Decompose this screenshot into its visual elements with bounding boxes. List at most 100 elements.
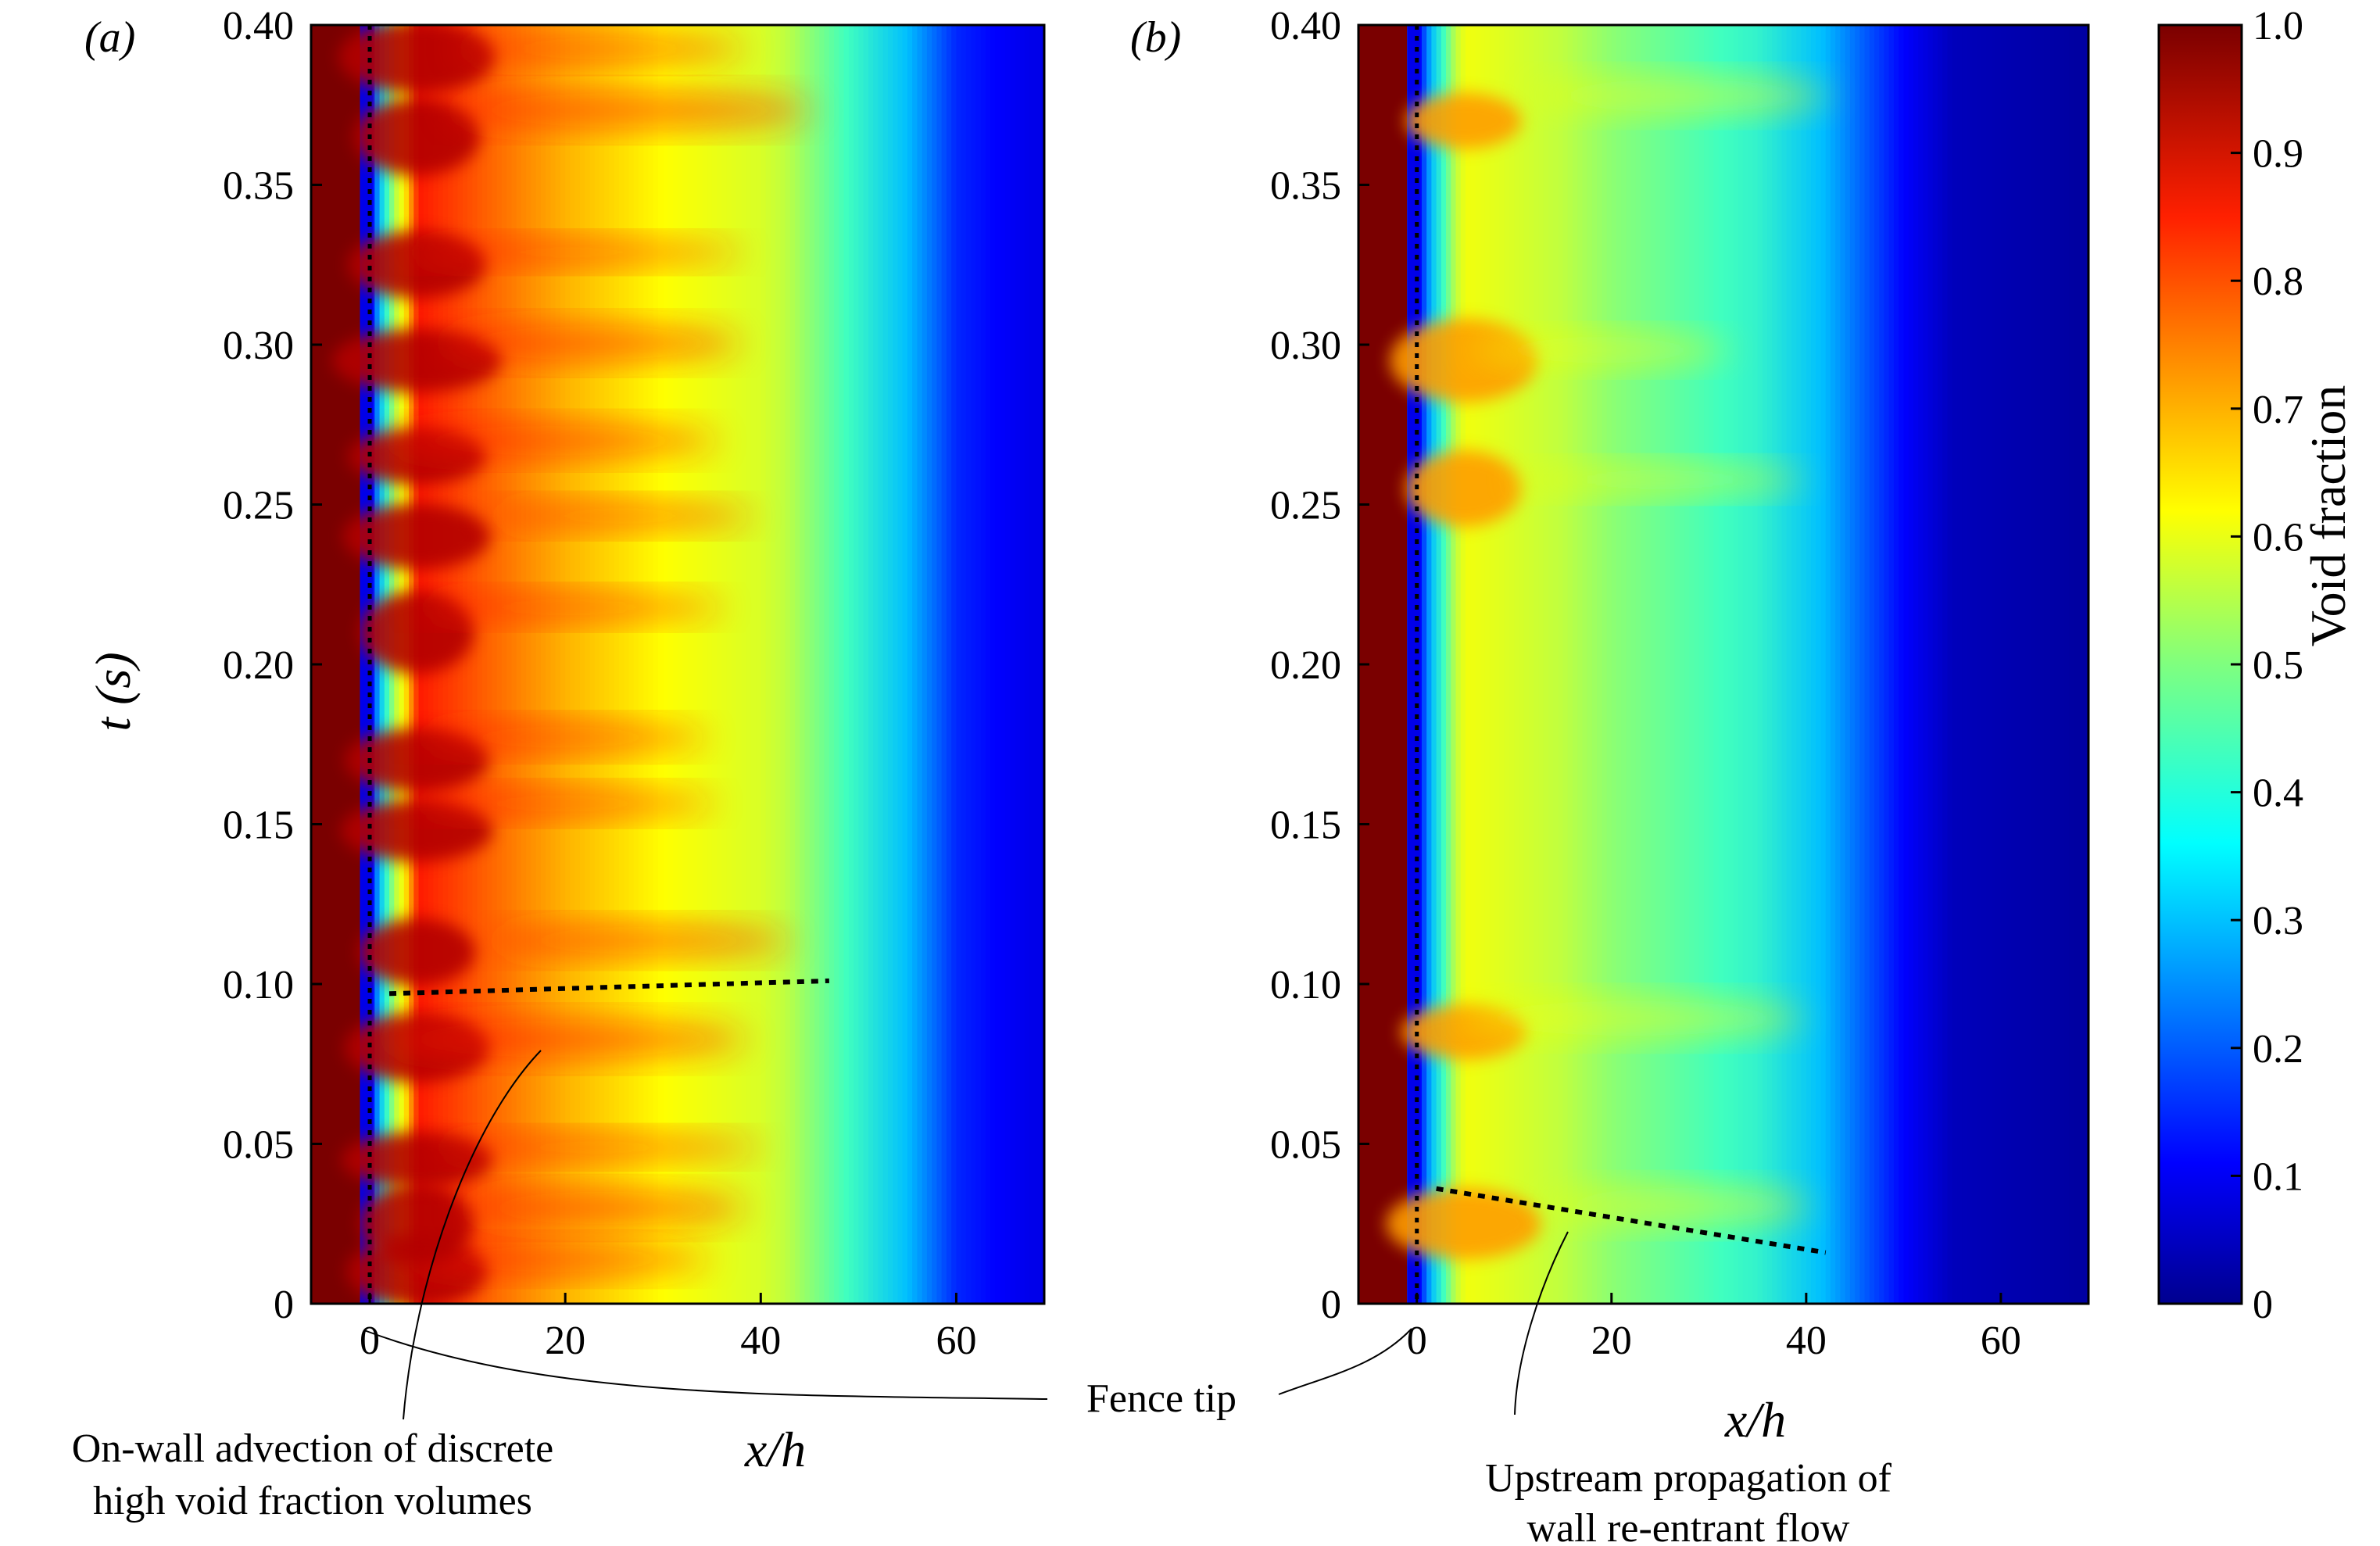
- heatmap-column: [707, 25, 713, 1304]
- heatmap-column: [770, 25, 777, 1304]
- heatmap-column: [1484, 25, 1491, 1304]
- heatmap-column: [1543, 25, 1549, 1304]
- heatmap-column: [961, 25, 967, 1304]
- heatmap-column: [1689, 25, 1695, 1304]
- heatmap-column: [624, 25, 630, 1304]
- heatmap-column: [1801, 25, 1807, 1304]
- upstream-label-line2: wall re-entrant flow: [1527, 1506, 1850, 1546]
- heatmap-column: [1523, 25, 1530, 1304]
- y-tick-label: 0.40: [1270, 4, 1341, 48]
- heatmap-column: [1694, 25, 1700, 1304]
- heatmap-column: [761, 25, 767, 1304]
- heatmap-column: [1465, 25, 1472, 1304]
- colorbar: 1.0 0.9 0.8 0.7 0.6 0.5 0.4 0.3 0.2 0.1 0 Void fra…: [2157, 4, 2356, 1327]
- high-void-region: [359, 1183, 474, 1265]
- x-tick-label: 40: [740, 1319, 781, 1363]
- heatmap-column: [1621, 25, 1627, 1304]
- heatmap-column: [1572, 25, 1579, 1304]
- heatmap-column: [492, 25, 498, 1304]
- advection-label-line2: high void fraction volumes: [93, 1479, 532, 1523]
- heatmap-column: [531, 25, 537, 1304]
- heatmap-column: [2083, 25, 2088, 1304]
- heatmap-column: [946, 25, 953, 1304]
- heatmap-column: [775, 25, 782, 1304]
- heatmap-column: [1460, 25, 1466, 1304]
- y-axis-a: 0.40 0.35 0.30 0.25 0.20 0.15 0.10 0.05 0: [223, 4, 322, 1327]
- heatmap-column: [2074, 25, 2080, 1304]
- heatmap-column: [570, 25, 576, 1304]
- heatmap-column: [1004, 25, 1011, 1304]
- heatmap-column: [829, 25, 836, 1304]
- heatmap-column: [922, 25, 928, 1304]
- heatmap-column: [2020, 25, 2027, 1304]
- heatmap-column: [1630, 25, 1637, 1304]
- heatmap-column: [819, 25, 825, 1304]
- heatmap-column: [2015, 25, 2021, 1304]
- heatmap-column: [1767, 25, 1773, 1304]
- heatmap-column: [863, 25, 869, 1304]
- heatmap-column: [1709, 25, 1715, 1304]
- heatmap-column: [1995, 25, 2002, 1304]
- heatmap-column: [374, 25, 381, 1304]
- heatmap-column: [824, 25, 830, 1304]
- heatmap-column: [2059, 25, 2065, 1304]
- heatmap-column: [1446, 25, 1452, 1304]
- heatmap-column: [2039, 25, 2045, 1304]
- heatmap-column: [1956, 25, 1963, 1304]
- heatmap-column: [1534, 25, 1540, 1304]
- y-tick-label: 0.05: [223, 1123, 294, 1168]
- heatmap-column: [965, 25, 972, 1304]
- colorbar-title: Void fraction: [2300, 385, 2356, 647]
- heatmap-column: [462, 25, 469, 1304]
- advected-void-streak: [488, 925, 791, 956]
- x-tick-label: 40: [1786, 1319, 1827, 1363]
- heatmap-column: [721, 25, 728, 1304]
- heatmap-column: [1704, 25, 1710, 1304]
- x-tick-label: 0: [1407, 1319, 1427, 1363]
- panel-label-a: (a): [84, 13, 135, 62]
- advected-void-streak: [460, 1190, 746, 1226]
- heatmap-column: [1927, 25, 1934, 1304]
- heatmap-column: [1757, 25, 1763, 1304]
- heatmap-column: [487, 25, 493, 1304]
- advection-label-line1: On-wall advection of discrete: [72, 1426, 554, 1471]
- heatmap-column: [1591, 25, 1598, 1304]
- heatmap-column: [550, 25, 557, 1304]
- heatmap-column: [1514, 25, 1520, 1304]
- heatmap-column: [2049, 25, 2056, 1304]
- heatmap-column: [1786, 25, 1793, 1304]
- heatmap-column: [1494, 25, 1501, 1304]
- panel-b: 0.40 0.35 0.30 0.25 0.20 0.15 0.10 0.05 0 0 20 40 6…: [1130, 4, 2090, 1363]
- heatmap-column: [585, 25, 591, 1304]
- advected-void-streak: [414, 594, 724, 621]
- heatmap-column: [1602, 25, 1608, 1304]
- heatmap-a-high-void-regions: [331, 25, 813, 1304]
- heatmap-column: [1899, 25, 1905, 1304]
- heatmap-column: [848, 25, 855, 1304]
- heatmap-column: [702, 25, 708, 1304]
- upstream-dashed-line: [1436, 1186, 1827, 1255]
- y-tick-label: 0.25: [1270, 484, 1341, 528]
- x-axis-b: 0 20 40 60: [1407, 1293, 2021, 1363]
- y-tick-label: 0.30: [223, 324, 294, 368]
- heatmap-column: [565, 25, 571, 1304]
- heatmap-column: [1884, 25, 1890, 1304]
- advected-void-streak: [427, 1135, 762, 1160]
- heatmap-column: [750, 25, 757, 1304]
- colorbar-tick-label: 1.0: [2253, 4, 2303, 48]
- heatmap-column: [975, 25, 982, 1304]
- heatmap-column: [672, 25, 678, 1304]
- heatmap-column: [1811, 25, 1817, 1304]
- heatmap-column: [682, 25, 689, 1304]
- heatmap-column: [809, 25, 816, 1304]
- heatmap-column: [1845, 25, 1851, 1304]
- annotations: Fence tip On-wall advection of discrete …: [72, 1050, 1892, 1546]
- heatmap-column: [1426, 25, 1433, 1304]
- heatmap-column: [1548, 25, 1555, 1304]
- heatmap-column: [1626, 25, 1632, 1304]
- heatmap-column: [657, 25, 664, 1304]
- heatmap-column: [854, 25, 860, 1304]
- heatmap-column: [535, 25, 542, 1304]
- heatmap-column: [1976, 25, 1983, 1304]
